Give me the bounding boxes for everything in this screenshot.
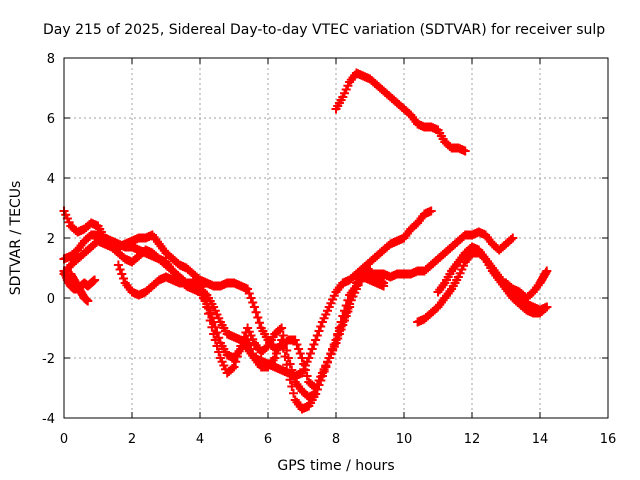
data-marker-interp (210, 322, 220, 332)
x-tick-label: 12 (464, 432, 481, 447)
data-series-6 (113, 260, 389, 393)
y-tick-label: 6 (47, 112, 55, 127)
data-series-group (59, 68, 552, 414)
data-series-8 (351, 227, 518, 288)
data-series-5 (66, 269, 93, 306)
data-point (542, 302, 552, 312)
data-marker-interp (287, 382, 297, 391)
data-point (277, 323, 287, 333)
data-series-10 (433, 242, 552, 318)
data-series-2 (59, 230, 389, 402)
data-marker-interp (212, 328, 222, 337)
data-marker-interp (214, 333, 224, 343)
x-tick-label: 8 (332, 432, 340, 447)
data-marker-interp (289, 371, 298, 381)
data-marker-interp (299, 359, 309, 369)
chart-title: Day 215 of 2025, Sidereal Day-to-day VTE… (43, 22, 605, 38)
y-axis-label: SDTVAR / TECUs (8, 181, 24, 296)
y-tick-label: -4 (42, 412, 55, 427)
axis-ticks: 0 2 4 6 8 10 12 14 16 -4 -2 0 2 4 6 8 (42, 52, 616, 447)
data-point (379, 278, 389, 288)
data-point (460, 146, 470, 156)
data-point (283, 368, 293, 378)
data-marker-interp (285, 375, 295, 385)
x-tick-label: 6 (264, 432, 272, 447)
data-point (426, 206, 436, 216)
data-point (249, 302, 259, 312)
data-point (297, 353, 307, 363)
data-marker-interp (251, 307, 261, 317)
data-marker-interp (300, 365, 310, 375)
y-tick-label: 0 (47, 292, 55, 307)
data-marker-interp (289, 388, 298, 398)
y-tick-label: 4 (47, 172, 55, 187)
data-point (83, 296, 93, 306)
y-tick-label: 8 (47, 52, 55, 67)
x-tick-label: 14 (532, 432, 549, 447)
data-marker-interp (253, 313, 263, 322)
x-tick-label: 16 (600, 432, 617, 447)
x-tick-label: 0 (60, 432, 68, 447)
x-tick-label: 10 (396, 432, 413, 447)
plot-frame (63, 57, 609, 419)
data-point (229, 362, 239, 372)
x-tick-label: 2 (128, 432, 136, 447)
x-tick-label: 4 (196, 432, 204, 447)
data-series-11 (501, 266, 552, 303)
data-point (508, 233, 518, 243)
data-marker-interp (282, 360, 292, 370)
data-marker-interp (255, 318, 264, 328)
y-tick-label: -2 (42, 352, 55, 367)
data-marker-interp (280, 352, 290, 361)
data-point (90, 275, 100, 285)
y-tick-label: 2 (47, 232, 55, 247)
data-point (209, 317, 219, 327)
data-marker-interp (302, 371, 312, 381)
x-axis-label: GPS time / hours (277, 458, 394, 474)
data-point (542, 266, 552, 276)
data-series-7 (331, 68, 470, 156)
